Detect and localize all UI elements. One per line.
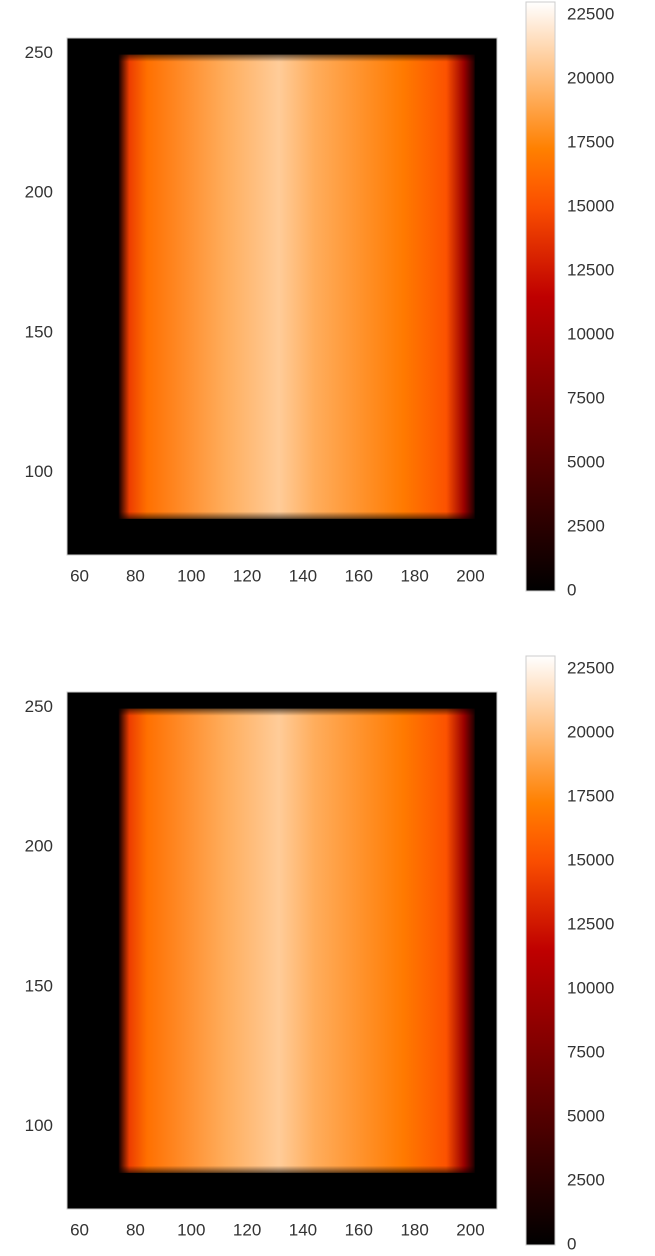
x-tick-label: 200 [456,566,484,585]
x-tick-label: 100 [177,1220,205,1239]
colorbar-tick-label: 20000 [567,722,614,741]
colorbar-tick-label: 22500 [567,4,614,23]
x-tick-label: 160 [345,1220,373,1239]
colorbar-tick-label: 2500 [567,516,605,535]
x-tick-label: 80 [126,566,145,585]
y-tick-label: 150 [25,976,53,995]
x-tick-label: 140 [289,1220,317,1239]
x-tick-label: 160 [345,566,373,585]
x-tick-label: 100 [177,566,205,585]
x-tick-label: 180 [400,1220,428,1239]
colorbar-tick-label: 2500 [567,1170,605,1189]
colorbar-tick-label: 15000 [567,196,614,215]
plot-frame [66,37,498,556]
plot-frame [66,691,498,1210]
x-tick-label: 140 [289,566,317,585]
colorbar-tick-label: 15000 [567,850,614,869]
x-tick-label: 80 [126,1220,145,1239]
x-tick-label: 60 [70,1220,89,1239]
colorbar-tick-label: 10000 [567,324,614,343]
x-tick-label: 120 [233,1220,261,1239]
colorbar-tick-label: 0 [567,580,576,599]
colorbar [525,655,556,1246]
y-tick-label: 250 [25,697,53,716]
colorbar-tick-label: 12500 [567,260,614,279]
colorbar-tick-label: 22500 [567,658,614,677]
colorbar-tick-label: 17500 [567,786,614,805]
y-tick-label: 250 [25,43,53,62]
colorbar-tick-label: 5000 [567,452,605,471]
colorbar-tick-label: 7500 [567,1042,605,1061]
y-tick-label: 200 [25,837,53,856]
colorbar-tick-label: 17500 [567,132,614,151]
x-tick-label: 60 [70,566,89,585]
colorbar-tick-label: 12500 [567,914,614,933]
heatmap-edge-shade [118,708,475,1173]
x-tick-label: 120 [233,566,261,585]
heatmap-edge-shade [118,54,475,519]
x-tick-label: 200 [456,1220,484,1239]
y-tick-label: 100 [25,1116,53,1135]
colorbar-tick-label: 5000 [567,1106,605,1125]
y-tick-label: 100 [25,462,53,481]
x-tick-label: 180 [400,566,428,585]
colorbar-tick-label: 10000 [567,978,614,997]
y-tick-label: 200 [25,183,53,202]
colorbar [525,1,556,592]
colorbar-tick-label: 7500 [567,388,605,407]
colorbar-tick-label: 0 [567,1234,576,1253]
colorbar-tick-label: 20000 [567,68,614,87]
y-tick-label: 150 [25,322,53,341]
